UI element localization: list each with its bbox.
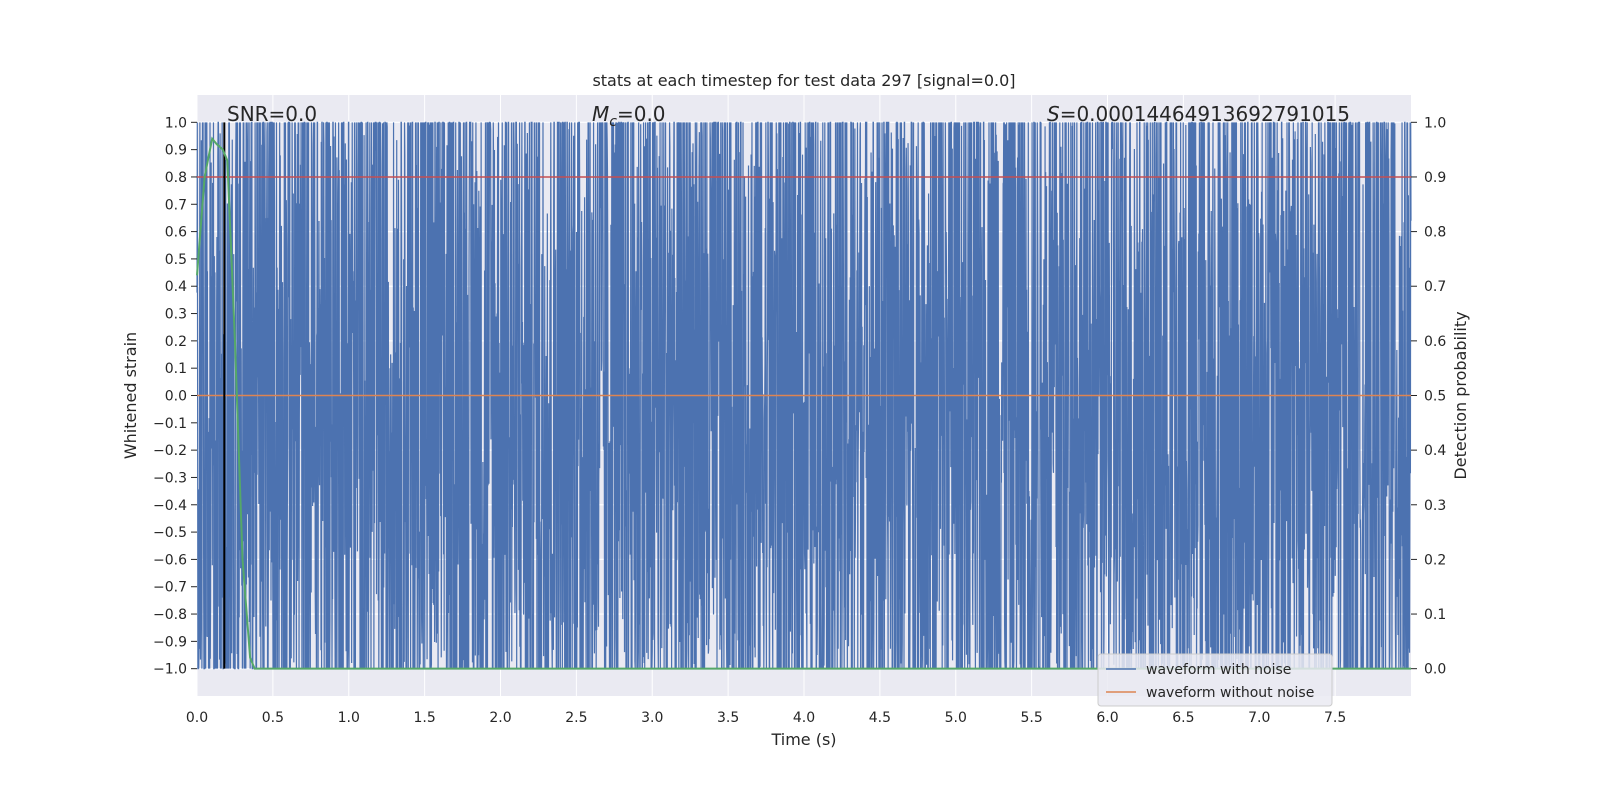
legend: waveform with noise waveform without noi…: [1097, 653, 1333, 707]
y2-axis-label: Detection probability: [1451, 311, 1470, 479]
y2-tick-label: 0.1: [1424, 607, 1446, 623]
statistic-annotation: S=0.00014464913692791015: [1047, 102, 1350, 126]
y2-tick-label: 0.0: [1424, 662, 1446, 678]
chart-title: stats at each timestep for test data 297…: [592, 71, 1015, 90]
y2-tick-label: 0.4: [1424, 443, 1446, 459]
x-tick-label: 5.0: [945, 710, 967, 726]
y2-axis-ticks: 1.0 0.9 0.8 0.7 0.6 0.5 0.4 0.3 0.2 0.1 0.0: [1411, 115, 1446, 678]
y-tick-label: −0.7: [153, 580, 187, 596]
y-tick-label: −0.8: [153, 607, 187, 623]
detection-probability-line: [196, 136, 1411, 670]
y-tick-label: 0.2: [165, 334, 187, 350]
y-tick-label: −0.5: [153, 525, 187, 541]
y-axis-ticks: 1.0 0.9 0.8 0.7 0.6 0.5 0.4 0.3 0.2 0.1 0.0 −0.1 −0.…: [153, 115, 197, 678]
legend-label-waveform-without-noise: waveform without noise: [1146, 685, 1314, 701]
snr-annotation: SNR=0.0: [227, 102, 317, 126]
y-tick-label: −0.6: [153, 552, 187, 568]
x-tick-label: 3.0: [641, 710, 663, 726]
x-tick-label: 2.0: [489, 710, 511, 726]
x-tick-label: 4.5: [869, 710, 891, 726]
y-tick-label: 0.3: [165, 307, 187, 323]
y-tick-label: 0.9: [165, 143, 187, 159]
legend-label-waveform-with-noise: waveform with noise: [1146, 662, 1291, 678]
x-tick-label: 0.0: [186, 710, 208, 726]
y2-tick-label: 0.2: [1424, 552, 1446, 568]
y-tick-label: −0.9: [153, 634, 187, 650]
y-tick-label: 0.7: [165, 197, 187, 213]
y-tick-label: −0.1: [153, 416, 187, 432]
y-tick-label: 0.4: [165, 279, 187, 295]
x-tick-label: 2.5: [565, 710, 587, 726]
x-tick-label: 4.0: [793, 710, 815, 726]
x-tick-label: 6.5: [1172, 710, 1194, 726]
y-tick-label: −1.0: [153, 662, 187, 678]
x-tick-label: 3.5: [717, 710, 739, 726]
y-tick-label: 0.6: [165, 225, 187, 241]
statistic-symbol: S: [1047, 102, 1060, 126]
y2-tick-label: 0.8: [1424, 225, 1446, 241]
x-tick-label: 7.0: [1248, 710, 1270, 726]
y2-tick-label: 0.6: [1424, 334, 1446, 350]
x-tick-label: 0.5: [262, 710, 284, 726]
statistic-value: =0.00014464913692791015: [1060, 102, 1350, 126]
x-axis-ticks: 0.0 0.5 1.0 1.5 2.0 2.5 3.0 3.5 4.0 4.5 5.0 5.5 6.0 6…: [186, 710, 1346, 726]
chirp-mass-subscript: c: [609, 114, 617, 130]
y-tick-label: 0.8: [165, 170, 187, 186]
x-axis-label: Time (s): [770, 730, 836, 749]
x-tick-label: 7.5: [1324, 710, 1346, 726]
x-tick-label: 6.0: [1096, 710, 1118, 726]
y2-tick-label: 0.9: [1424, 170, 1446, 186]
y-tick-label: −0.4: [153, 498, 187, 514]
y2-tick-label: 1.0: [1424, 115, 1446, 131]
x-tick-label: 1.5: [413, 710, 435, 726]
x-tick-label: 1.0: [338, 710, 360, 726]
y-tick-label: 0.1: [165, 361, 187, 377]
y-tick-label: 1.0: [165, 115, 187, 131]
x-tick-label: 5.5: [1020, 710, 1042, 726]
chirp-mass-symbol: M: [592, 102, 609, 126]
y2-tick-label: 0.5: [1424, 389, 1446, 405]
y-tick-label: 0.5: [165, 252, 187, 268]
y2-tick-label: 0.7: [1424, 279, 1446, 295]
chirp-mass-value: =0.0: [617, 102, 666, 126]
legend-box: [1097, 653, 1333, 707]
y-tick-label: −0.2: [153, 443, 187, 459]
y-tick-label: −0.3: [153, 470, 187, 486]
y2-tick-label: 0.3: [1424, 498, 1446, 514]
chirp-mass-annotation: Mc=0.0: [592, 102, 666, 130]
y-axis-label: Whitened strain: [121, 332, 140, 459]
y-tick-label: 0.0: [165, 389, 187, 405]
